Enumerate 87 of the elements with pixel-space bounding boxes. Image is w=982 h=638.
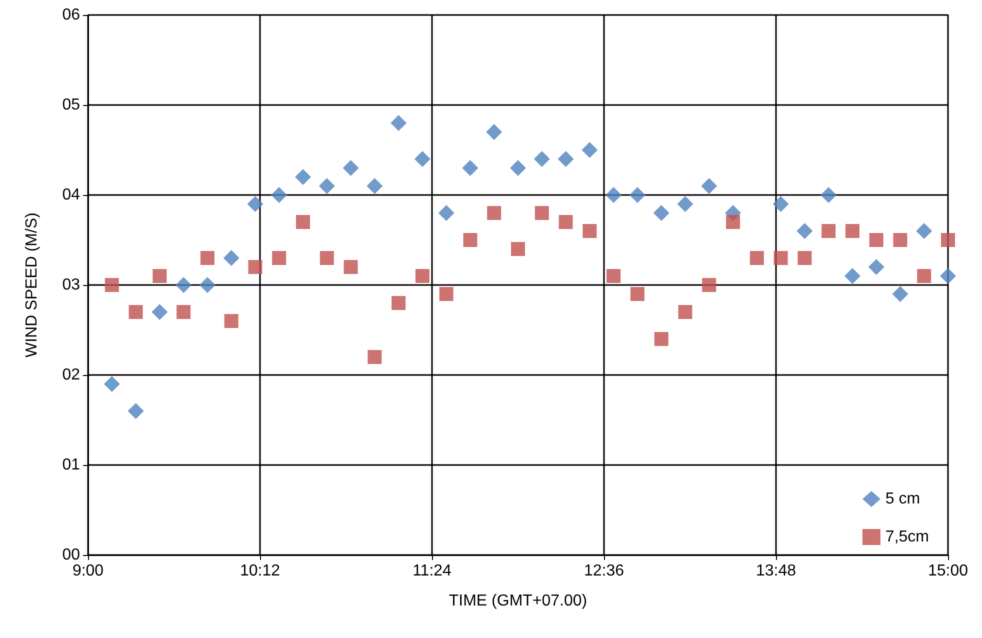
y-axis-title: WIND SPEED (M/S) bbox=[24, 212, 40, 358]
y-tick-label: 03 bbox=[62, 276, 80, 294]
point bbox=[630, 287, 644, 301]
x-tick-label: 12:36 bbox=[584, 562, 624, 580]
point bbox=[940, 268, 956, 284]
y-tick-label: 06 bbox=[62, 6, 80, 24]
point bbox=[438, 205, 454, 221]
point bbox=[463, 233, 478, 247]
point bbox=[772, 196, 789, 212]
point bbox=[344, 260, 358, 274]
point bbox=[414, 151, 430, 167]
point bbox=[796, 223, 813, 239]
point bbox=[342, 160, 359, 176]
point bbox=[439, 287, 454, 301]
x-tick-label: 11:24 bbox=[412, 562, 452, 580]
point bbox=[534, 151, 550, 167]
point bbox=[844, 268, 860, 284]
point bbox=[176, 305, 191, 319]
point bbox=[104, 278, 119, 292]
x-tick-label: 13:48 bbox=[756, 562, 796, 580]
point bbox=[128, 403, 144, 419]
point bbox=[845, 224, 860, 238]
point bbox=[152, 304, 168, 320]
point bbox=[128, 305, 143, 319]
point bbox=[726, 215, 740, 229]
point bbox=[629, 187, 646, 203]
point bbox=[654, 332, 668, 346]
point bbox=[820, 187, 837, 203]
y-tick-label: 04 bbox=[62, 186, 80, 204]
x-tick-label: 10:12 bbox=[240, 562, 280, 580]
point bbox=[392, 296, 406, 310]
point bbox=[104, 376, 120, 392]
x-axis-title: TIME (GMT+07.00) bbox=[448, 592, 588, 610]
point bbox=[390, 115, 407, 131]
point bbox=[606, 269, 621, 283]
x-tick-label: 9:00 bbox=[72, 562, 104, 580]
point bbox=[199, 277, 216, 293]
point bbox=[368, 350, 382, 364]
point bbox=[917, 269, 932, 283]
point bbox=[701, 178, 718, 194]
point bbox=[415, 269, 430, 283]
y-tick-label: 00 bbox=[62, 546, 80, 564]
point bbox=[247, 196, 264, 212]
point bbox=[868, 259, 884, 275]
point bbox=[487, 206, 502, 220]
point bbox=[653, 205, 670, 221]
point bbox=[366, 178, 383, 194]
point bbox=[702, 278, 716, 292]
point bbox=[534, 206, 549, 220]
point bbox=[892, 286, 908, 302]
legend-label: 5 cm bbox=[885, 490, 920, 508]
y-tick-label: 05 bbox=[62, 96, 80, 114]
point bbox=[224, 314, 238, 328]
point bbox=[798, 251, 812, 265]
point bbox=[295, 169, 311, 185]
y-tick-label: 02 bbox=[62, 366, 80, 384]
point bbox=[486, 124, 502, 140]
point bbox=[558, 151, 574, 167]
point bbox=[558, 215, 573, 229]
point bbox=[296, 215, 310, 229]
x-tick-label: 15:00 bbox=[928, 562, 968, 580]
point bbox=[152, 269, 167, 283]
point bbox=[320, 251, 334, 265]
point bbox=[582, 142, 598, 158]
point bbox=[941, 233, 955, 247]
point bbox=[678, 305, 692, 319]
point bbox=[869, 233, 884, 247]
point bbox=[248, 260, 262, 274]
point bbox=[582, 224, 597, 238]
point bbox=[271, 187, 288, 203]
point bbox=[510, 160, 526, 176]
legend-label: 7,5cm bbox=[885, 528, 930, 546]
point bbox=[176, 277, 192, 293]
point bbox=[200, 251, 214, 265]
point bbox=[677, 196, 694, 212]
point bbox=[462, 160, 478, 176]
y-tick-label: 01 bbox=[62, 456, 80, 474]
point bbox=[511, 242, 525, 256]
point bbox=[606, 187, 622, 203]
point bbox=[272, 251, 286, 265]
point bbox=[750, 251, 764, 265]
point bbox=[774, 251, 788, 265]
point bbox=[318, 178, 335, 194]
point bbox=[893, 233, 908, 247]
point bbox=[223, 250, 240, 266]
point bbox=[822, 224, 836, 238]
point bbox=[916, 223, 932, 239]
